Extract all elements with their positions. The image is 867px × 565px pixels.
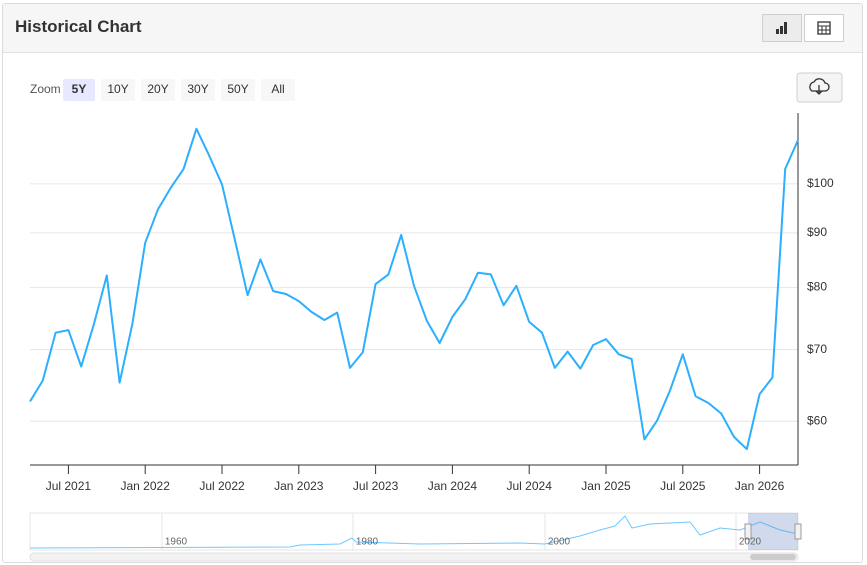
y-tick-label: $60: [807, 413, 827, 427]
y-tick-label: $100: [807, 176, 834, 190]
zoom-option: 30Y: [187, 82, 208, 96]
zoom-button[interactable]: 20Y: [141, 79, 175, 101]
navigator-label: 1960: [165, 537, 188, 548]
y-tick-label: $90: [807, 225, 827, 239]
download-button[interactable]: [796, 72, 843, 103]
zoom-button-bg: [261, 79, 295, 101]
zoom-button[interactable]: All: [261, 79, 295, 101]
zoom-option: 10Y: [107, 82, 128, 96]
x-tick-label: Jan 2026: [735, 479, 785, 493]
table-view-button[interactable]: [804, 14, 844, 42]
zoom-option: 50Y: [227, 82, 248, 96]
panel-title: Historical Chart: [15, 17, 142, 36]
x-tick-label: Jul 2024: [507, 479, 553, 493]
zoom-button-bg: [221, 79, 255, 101]
zoom-button-bg: [63, 79, 95, 101]
price-line: [29, 127, 799, 451]
navigator-label: 2000: [548, 537, 571, 548]
zoom-button[interactable]: 30Y: [181, 79, 215, 101]
table-icon: [817, 21, 831, 35]
zoom-option: 20Y: [147, 82, 168, 96]
chart-view-button[interactable]: [762, 14, 802, 42]
zoom-label: Zoom: [30, 82, 61, 96]
zoom-button[interactable]: 5Y: [63, 79, 95, 101]
panel-header: Historical Chart: [3, 4, 862, 53]
zoom-button-bg: [141, 79, 175, 101]
x-tick-label: Jan 2022: [121, 479, 171, 493]
navigator-label: 2020: [739, 537, 762, 548]
x-tick-label: Jul 2023: [353, 479, 399, 493]
y-tick-label: $70: [807, 342, 827, 356]
x-tick-label: Jan 2024: [428, 479, 478, 493]
zoom-button[interactable]: 50Y: [221, 79, 255, 101]
navigator: [29, 512, 802, 562]
zoom-option: All: [271, 82, 284, 96]
zoom-button-bg: [181, 79, 215, 101]
x-tick-label: Jan 2025: [581, 479, 631, 493]
x-tick-label: Jan 2023: [274, 479, 324, 493]
bar-icon: [776, 22, 787, 34]
zoom-option: 5Y: [72, 82, 87, 96]
x-tick-label: Jul 2022: [199, 479, 245, 493]
x-tick-label: Jul 2021: [46, 479, 92, 493]
chart-panel: Historical Chart: [2, 3, 863, 563]
x-tick-label: Jul 2025: [660, 479, 706, 493]
y-tick-label: $80: [807, 280, 827, 294]
zoom-button-bg: [101, 79, 135, 101]
navigator-label: 1980: [356, 537, 379, 548]
zoom-button[interactable]: 10Y: [101, 79, 135, 101]
